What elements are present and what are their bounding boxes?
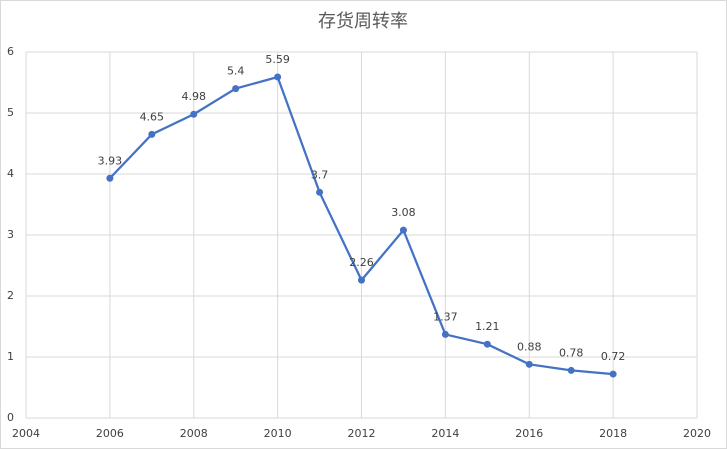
data-label: 4.65 [140,110,165,123]
x-tick-label: 2006 [96,427,124,440]
data-label: 4.98 [182,90,207,103]
x-tick-label: 2008 [180,427,208,440]
data-point [399,226,407,234]
data-point [106,174,114,182]
data-point [190,110,198,118]
y-tick-label: 0 [7,411,14,424]
y-tick-label: 1 [7,350,14,363]
data-label: 1.37 [433,310,458,323]
y-tick-label: 3 [7,228,14,241]
y-tick-label: 2 [7,289,14,302]
x-tick-label: 2004 [12,427,40,440]
data-label: 3.7 [311,168,329,181]
data-point [316,188,324,196]
data-label: 1.21 [475,320,500,333]
x-tick-label: 2020 [683,427,711,440]
data-point [148,130,156,138]
data-point [358,276,365,284]
data-label: 3.93 [98,154,123,167]
y-tick-label: 5 [7,106,14,119]
data-label: 2.26 [349,256,374,269]
data-point [483,340,491,348]
y-tick-label: 4 [7,167,14,180]
data-point [232,85,240,93]
data-point [441,330,449,338]
data-point [274,73,282,81]
x-tick-label: 2014 [431,427,459,440]
y-tick-label: 6 [7,45,14,58]
data-point [525,360,533,368]
data-label: 0.72 [601,350,626,363]
x-tick-label: 2010 [264,427,292,440]
data-point [567,366,575,374]
data-label: 0.88 [517,340,542,353]
chart-title: 存货周转率 [318,11,408,32]
x-tick-label: 2016 [515,427,543,440]
data-point [609,370,617,378]
data-label: 5.59 [265,53,290,66]
x-tick-label: 2018 [599,427,627,440]
data-label: 3.08 [391,206,416,219]
data-label: 5.4 [227,65,245,78]
x-tick-label: 2012 [348,427,376,440]
data-label: 0.78 [559,346,584,359]
